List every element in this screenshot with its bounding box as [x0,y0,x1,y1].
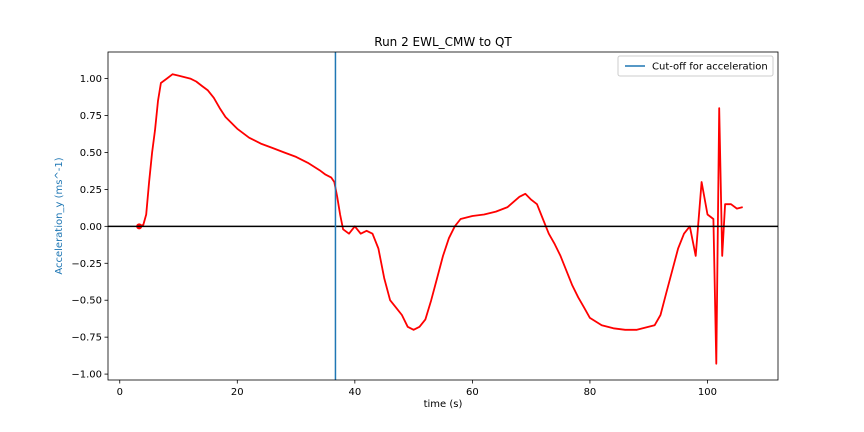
x-tick-label: 60 [466,387,479,398]
x-axis-label: time (s) [424,399,463,410]
legend-box [617,55,774,77]
legend-label-cutoff: Cut-off for acceleration [652,62,768,73]
plot-area [108,52,778,380]
y-tick-label: −0.75 [71,333,102,344]
y-tick-label: 0.00 [80,222,102,233]
y-tick-label: 0.50 [80,148,102,159]
y-tick-label: 1.00 [80,74,102,85]
legend: Cut-off for acceleration [617,55,774,77]
x-ticks: 0 20 40 60 80 100 [117,380,717,398]
chart-title: Run 2 EWL_CMW to QT [374,35,512,49]
y-tick-label: 0.75 [80,111,102,122]
y-tick-label: 0.25 [80,185,102,196]
y-tick-label: −0.25 [71,259,102,270]
axes-frame [107,51,779,381]
x-tick-label: 40 [348,387,361,398]
x-tick-label: 0 [117,387,123,398]
x-tick-label: 100 [698,387,717,398]
x-tick-label: 20 [231,387,244,398]
y-ticks: −1.00 −0.75 −0.50 −0.25 0.00 0.25 0.50 0.75 1.00 [71,74,108,381]
y-tick-label: −1.00 [71,370,102,381]
axes [107,51,779,381]
series-line-0 [138,73,743,365]
y-axis-label: Acceleration_y (ms^-1) [54,157,65,274]
y-tick-label: −0.50 [71,296,102,307]
x-tick-label: 80 [584,387,597,398]
